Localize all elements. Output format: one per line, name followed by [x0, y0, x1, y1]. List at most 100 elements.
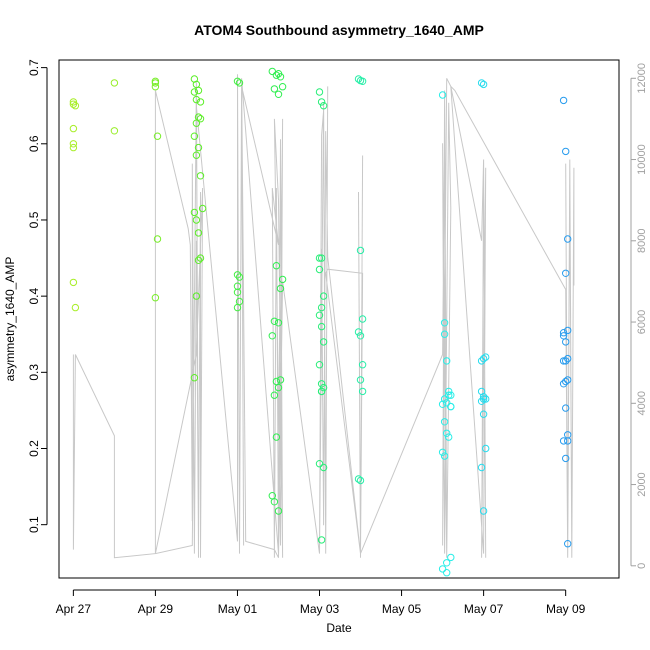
data-point	[562, 377, 570, 386]
data-point	[479, 393, 488, 401]
y-tick-label: 0.6	[27, 135, 41, 152]
data-point	[317, 98, 326, 106]
chart-title: ATOM4 Southbound asymmetry_1640_AMP	[194, 22, 484, 38]
data-point	[562, 357, 570, 365]
data-point	[268, 332, 276, 340]
y-tick-label: 0.5	[27, 211, 41, 228]
series-4	[233, 77, 244, 312]
data-point	[319, 463, 328, 472]
data-point	[443, 429, 451, 437]
data-point	[268, 67, 276, 76]
data-point	[447, 553, 455, 562]
points-layer	[69, 67, 572, 577]
data-point	[315, 254, 324, 262]
data-point	[440, 330, 449, 338]
series-10	[559, 96, 572, 548]
data-point	[356, 332, 365, 340]
data-point	[562, 454, 570, 463]
data-point	[278, 275, 287, 284]
data-point	[445, 433, 453, 441]
data-point	[69, 98, 78, 106]
data-point	[443, 357, 451, 365]
data-point	[482, 444, 490, 453]
data-point	[479, 410, 488, 418]
data-point	[564, 376, 572, 384]
data-point	[559, 437, 568, 445]
data-point	[315, 265, 324, 274]
data-point	[272, 433, 281, 441]
y-axis-left: 0.1 0.2 0.3 0.4 0.5 0.6 0.7	[27, 59, 48, 533]
data-point	[438, 448, 447, 456]
x-axis: Apr 27 Apr 29 May 01 May 03 May 05 May 07 May …	[56, 589, 586, 616]
data-point	[317, 536, 326, 544]
data-point	[315, 88, 324, 96]
data-point	[315, 361, 324, 369]
data-point	[479, 354, 488, 363]
x-tick-label: May 07	[464, 602, 504, 616]
data-point	[194, 143, 203, 152]
data-point	[276, 284, 285, 293]
data-point	[564, 431, 572, 439]
data-point	[71, 102, 80, 110]
data-point	[559, 329, 568, 337]
y-tick-label: 0.2	[27, 440, 41, 457]
data-point	[564, 437, 572, 445]
data-point	[274, 90, 283, 99]
y2-tick-label: 12000	[636, 63, 648, 94]
series-8	[438, 91, 455, 577]
data-point	[190, 75, 199, 83]
x-tick-label: May 09	[546, 602, 586, 616]
data-point	[71, 303, 80, 312]
series-5	[268, 67, 287, 515]
data-point	[447, 402, 455, 411]
data-point	[270, 498, 279, 506]
data-point	[479, 80, 488, 89]
data-point	[190, 132, 199, 140]
data-point	[190, 208, 199, 217]
data-point	[151, 294, 160, 302]
data-point	[69, 124, 78, 133]
secondary-series-line	[72, 74, 575, 559]
data-point	[440, 319, 449, 327]
y2-tick-label: 4000	[636, 391, 648, 415]
data-point	[192, 292, 201, 300]
data-point	[192, 119, 201, 127]
data-point	[270, 317, 279, 325]
y2-tick-label: 0	[636, 563, 648, 569]
data-point	[194, 256, 203, 264]
data-point	[562, 147, 570, 156]
data-point	[564, 540, 572, 548]
data-point	[151, 79, 160, 87]
data-point	[274, 507, 283, 515]
data-point	[235, 79, 244, 87]
data-point	[270, 85, 279, 93]
data-point	[192, 151, 201, 159]
data-point	[319, 338, 328, 346]
x-tick-label: May 03	[300, 602, 340, 616]
y-tick-label: 0.1	[27, 516, 41, 533]
y2-tick-label: 6000	[636, 310, 648, 334]
data-point	[110, 127, 119, 135]
data-point	[194, 86, 203, 95]
data-point	[274, 383, 283, 392]
data-point	[317, 303, 326, 312]
data-point	[192, 95, 201, 104]
data-point	[443, 559, 451, 567]
data-point	[438, 400, 447, 408]
series-7	[354, 75, 367, 485]
data-point	[153, 235, 162, 243]
data-point	[564, 326, 572, 335]
data-point	[477, 79, 486, 87]
data-point	[356, 476, 365, 485]
series-2	[151, 77, 162, 302]
data-point	[445, 391, 453, 399]
x-tick-label: Apr 29	[138, 602, 174, 616]
data-point	[564, 354, 572, 363]
y2-tick-label: 2000	[636, 472, 648, 496]
data-point	[272, 262, 281, 270]
data-point	[482, 353, 490, 361]
data-point	[270, 391, 279, 399]
data-point	[358, 315, 367, 323]
series-6	[315, 88, 328, 544]
data-point	[358, 77, 367, 86]
